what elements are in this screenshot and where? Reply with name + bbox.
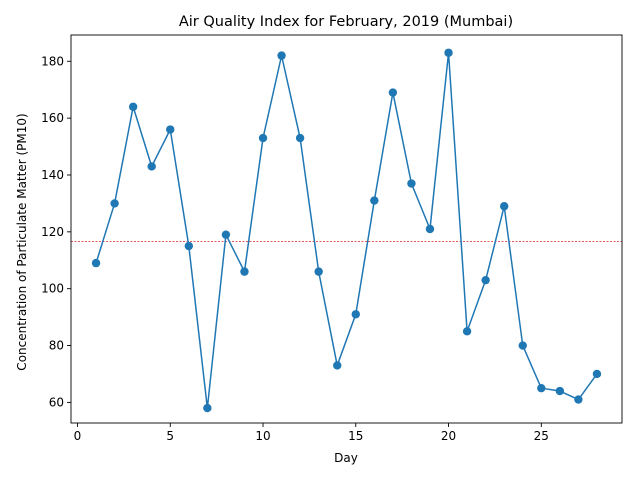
- chart-title: Air Quality Index for February, 2019 (Mu…: [179, 14, 513, 30]
- data-point: [351, 310, 360, 319]
- data-point: [518, 341, 527, 350]
- x-tick-label: 0: [74, 429, 82, 443]
- data-point: [592, 369, 602, 379]
- y-tick-label: 140: [41, 168, 64, 182]
- y-tick-label: 160: [41, 111, 64, 125]
- data-point: [425, 224, 435, 234]
- data-point: [147, 162, 156, 171]
- x-tick-label: 15: [348, 429, 363, 443]
- data-point: [407, 179, 416, 188]
- data-point: [499, 202, 509, 211]
- data-point: [221, 230, 231, 239]
- x-tick-label: 20: [441, 429, 456, 443]
- data-point: [444, 48, 453, 57]
- data-point: [574, 395, 583, 404]
- data-point: [166, 125, 175, 134]
- data-point: [295, 133, 305, 143]
- data-point: [388, 88, 398, 97]
- plot-area: 0 5 10 15 20 25 60 80 100 120 140 160 180: [41, 34, 623, 443]
- data-point: [110, 199, 119, 208]
- data-point: [240, 267, 249, 276]
- x-tick-label: 10: [255, 429, 270, 443]
- y-tick-label: 120: [41, 225, 64, 239]
- x-axis-label: Day: [334, 451, 358, 465]
- data-point: [203, 403, 212, 413]
- data-point: [462, 327, 472, 336]
- y-tick-label: 80: [49, 339, 64, 353]
- data-point: [91, 258, 101, 268]
- data-point: [370, 196, 379, 205]
- plot-frame: [70, 34, 623, 424]
- y-tick-label: 100: [41, 282, 64, 296]
- data-point: [537, 383, 546, 393]
- data-point: [555, 386, 565, 396]
- data-point: [481, 275, 490, 285]
- data-point: [184, 241, 194, 251]
- y-axis-label: Concentration of Particulate Matter (PM1…: [15, 113, 29, 370]
- data-point: [333, 361, 342, 370]
- data-point: [128, 102, 138, 111]
- data-point: [314, 267, 323, 276]
- series-line: [95, 52, 598, 409]
- x-tick-label: 25: [534, 429, 549, 443]
- x-tick-label: 5: [166, 429, 174, 443]
- y-tick-label: 180: [41, 54, 64, 68]
- data-point: [258, 133, 268, 143]
- y-tick-label: 60: [49, 395, 64, 409]
- data-point: [277, 51, 286, 60]
